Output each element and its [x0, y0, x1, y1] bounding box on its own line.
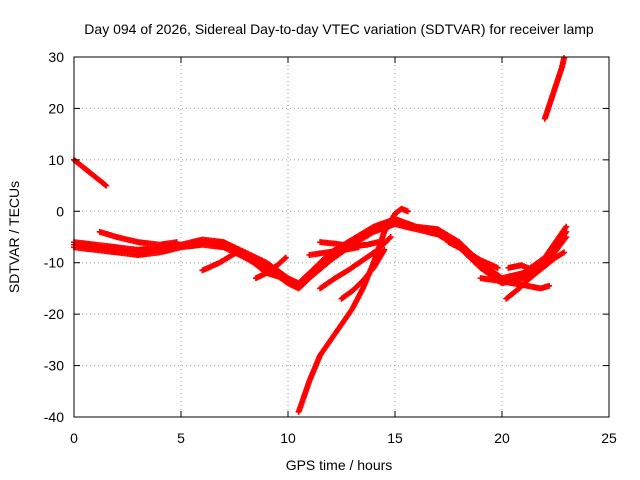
series-arc-j	[338, 246, 388, 302]
data-point	[494, 264, 501, 271]
series-arc-g	[252, 254, 289, 282]
grid-lines	[74, 57, 609, 417]
x-tick-label: 0	[70, 430, 78, 446]
data-point	[561, 55, 568, 62]
series-arc-i	[317, 234, 394, 292]
data-point	[546, 282, 553, 289]
data-marks	[71, 55, 570, 415]
data-point	[561, 249, 568, 256]
data-point	[355, 244, 362, 251]
y-axis-label: SDTVAR / TECUs	[6, 181, 22, 293]
series-arc-n	[477, 275, 553, 292]
data-point	[102, 181, 109, 188]
data-point	[563, 228, 570, 235]
y-tick-label: -10	[44, 255, 64, 271]
data-point	[281, 255, 288, 262]
y-tick-label: -30	[44, 358, 64, 374]
data-point	[540, 260, 547, 267]
data-point	[387, 234, 394, 240]
y-tick-label: 30	[48, 49, 64, 65]
data-point	[386, 235, 393, 242]
plot-frame	[73, 56, 610, 418]
data-point	[259, 264, 266, 271]
y-tick-label: -20	[44, 306, 64, 322]
data-point	[282, 254, 289, 261]
data-point	[103, 182, 110, 189]
chart-title: Day 094 of 2026, Sidereal Day-to-day VTE…	[84, 21, 594, 37]
y-tick-label: 0	[56, 203, 64, 219]
y-tick-label: -40	[44, 409, 64, 425]
x-tick-label: 20	[494, 430, 510, 446]
data-point	[374, 239, 381, 246]
x-axis-label: GPS time / hours	[286, 457, 393, 473]
x-tick-label: 10	[280, 430, 296, 446]
x-tick-label: 5	[177, 430, 185, 446]
data-point	[541, 259, 548, 266]
series-arc-d	[96, 228, 180, 248]
data-point	[173, 239, 180, 246]
series-arc-f	[225, 244, 266, 271]
x-tick-label: 15	[387, 430, 403, 446]
y-tick-label: 10	[48, 152, 64, 168]
data-point	[404, 208, 411, 215]
series-arc-late-rise	[541, 55, 568, 122]
series-arc-p	[505, 259, 548, 274]
series-arc-l	[306, 244, 362, 258]
data-point	[280, 275, 287, 282]
data-point	[563, 223, 570, 230]
x-tick-label: 25	[601, 430, 617, 446]
data-point	[258, 263, 265, 270]
y-tick-label: 20	[48, 100, 64, 116]
series-arc-m	[445, 239, 501, 271]
series-arc-o	[503, 249, 568, 302]
axis-ticks: 0 5 10 15 20 25 -40 -30 -20 -10 0 10 20 30	[44, 49, 617, 446]
series-arc-k	[317, 239, 381, 250]
series-arc-early-descent	[71, 156, 110, 189]
data-point	[381, 246, 388, 253]
